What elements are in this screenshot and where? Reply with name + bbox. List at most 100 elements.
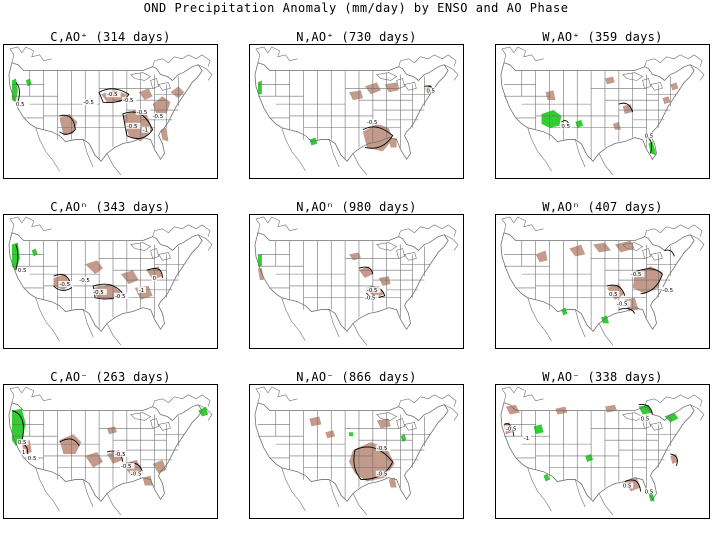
neighbor-coastline xyxy=(398,224,457,237)
contour-label-bg xyxy=(92,288,107,295)
contour-line xyxy=(59,114,76,135)
map-panel: W,AOⁿ (407 days) -0.5 0.5 -0.5 -0.5 xyxy=(495,200,710,351)
contour-label: -0.5 xyxy=(59,282,70,288)
contour-label: -0.5 xyxy=(137,110,148,116)
neighbor-coastline xyxy=(690,234,705,251)
state-boundaries xyxy=(257,410,431,500)
contour-label-bg xyxy=(375,445,391,452)
neighbor-coastline xyxy=(106,153,122,176)
contour-label-bg xyxy=(504,425,520,432)
neighbor-coastline xyxy=(328,139,340,168)
contour-label: -0.5 xyxy=(83,100,94,106)
great-lake xyxy=(622,72,644,81)
dry-anomaly-region xyxy=(309,416,322,427)
contour-label-bg xyxy=(629,271,645,278)
contour-line xyxy=(670,453,678,466)
contour-label: -0.5 xyxy=(79,278,90,284)
contour-label-bg xyxy=(78,277,93,283)
wet-anomaly-region xyxy=(561,307,568,316)
neighbor-coastline xyxy=(198,234,213,251)
us-map: 0.510.5-0.5-0.5-0.5 xyxy=(8,386,213,516)
neighbor-coastline xyxy=(501,386,544,403)
wet-anomaly-region xyxy=(638,404,653,415)
map-frame: -0.5 -0.5 xyxy=(249,214,464,349)
great-lake xyxy=(650,422,663,431)
dry-anomaly-region xyxy=(358,266,373,279)
contour-label: -0.5 xyxy=(617,302,628,308)
contour-line xyxy=(122,111,154,139)
wet-anomaly-region xyxy=(533,424,544,435)
neighbor-coastline xyxy=(281,467,306,512)
great-lake xyxy=(376,72,398,81)
map-panel: N,AO⁻ (866 days) -0.5 -0.5 xyxy=(249,370,464,521)
neighbor-coastline xyxy=(644,394,703,407)
panel-title: C,AO⁺ (314 days) xyxy=(50,30,171,44)
dry-anomaly-region xyxy=(107,426,117,435)
state-boundaries xyxy=(11,70,185,160)
contour-label: -0.5 xyxy=(506,426,517,432)
map-panel: N,AO⁺ (730 days) -0.5 0.5 xyxy=(249,30,464,181)
great-lake xyxy=(622,242,644,251)
neighbor-coastline xyxy=(255,46,298,63)
contour-label: 0.5 xyxy=(623,483,632,489)
dry-anomaly-region xyxy=(670,82,679,91)
panel-title: N,AO⁺ (730 days) xyxy=(296,30,417,44)
neighbor-coastline xyxy=(501,46,544,63)
figure-title: OND Precipitation Anomaly (mm/day) by EN… xyxy=(143,1,569,15)
contour-label-bg xyxy=(125,122,141,129)
contour-label: -0.5 xyxy=(131,472,142,478)
contour-label: 0.5 xyxy=(645,489,654,495)
contour-label-bg xyxy=(425,87,437,94)
contour-line xyxy=(59,438,80,447)
map-panel: N,AOⁿ (980 days) -0.5 -0.5 xyxy=(249,200,464,351)
contour-label-bg xyxy=(121,97,137,104)
dry-anomaly-region xyxy=(152,459,167,474)
contour-label: -0.5 xyxy=(367,288,378,294)
neighbor-coastline xyxy=(255,386,298,403)
neighbor-coastline xyxy=(328,309,340,338)
contour-label-bg xyxy=(621,482,634,489)
contour-line xyxy=(503,423,515,437)
state-boundaries xyxy=(257,240,431,330)
great-lake xyxy=(404,82,417,91)
great-lake xyxy=(650,252,663,261)
dry-anomaly-region xyxy=(85,451,104,468)
neighbor-coastline xyxy=(444,404,459,421)
contour-label: -0.5 xyxy=(123,98,134,104)
neighbor-coastline xyxy=(9,386,52,403)
us-coastline xyxy=(500,402,695,502)
contour-label: 0.5 xyxy=(426,88,435,94)
wet-anomaly-region xyxy=(11,78,18,103)
us-coastline xyxy=(500,232,695,332)
neighbor-coastline xyxy=(352,153,368,176)
contour-label-bg xyxy=(113,292,129,299)
contour-label: -0.5 xyxy=(631,272,642,278)
us-map: -0.5 -0.5 xyxy=(254,216,459,346)
map-frame: -0.5 -1 0.5 0.5 0.5 xyxy=(495,384,710,519)
wet-anomaly-region xyxy=(400,434,407,443)
contour-label-bg xyxy=(82,99,97,106)
neighbor-coastline xyxy=(152,394,211,407)
map-frame: 0.5 0.5 xyxy=(495,44,710,179)
contour-label-bg xyxy=(129,470,145,477)
neighbor-coastline xyxy=(106,323,122,346)
neighbor-coastline xyxy=(9,216,52,233)
neighbor-coastline xyxy=(352,323,368,346)
neighbor-coastline xyxy=(82,139,94,168)
contour-label-bg xyxy=(151,275,157,282)
contour-label-bg xyxy=(135,109,151,115)
neighbor-coastline xyxy=(574,139,586,168)
dry-anomaly-region xyxy=(388,137,397,148)
map-panel: C,AO⁻ (263 days) 0.5 1 0.5 -0.5 -0.5 -0.5 xyxy=(3,370,218,521)
neighbor-coastline xyxy=(574,479,586,508)
great-lake xyxy=(158,252,171,261)
contour-label-bg xyxy=(137,286,147,293)
map-panel: C,AOⁿ (343 days) 0.5 -0.5 -0.5 -0.5 -0.5 -1 0 xyxy=(3,200,218,351)
neighbor-coastline xyxy=(152,54,211,67)
contour-label-bg xyxy=(560,122,572,129)
dry-anomaly-region xyxy=(120,270,139,284)
contour-label-bg xyxy=(113,451,129,457)
contour-label-bg xyxy=(643,488,656,495)
us-map: -0.5 -0.5 xyxy=(254,386,459,516)
dry-anomaly-region xyxy=(257,268,264,281)
